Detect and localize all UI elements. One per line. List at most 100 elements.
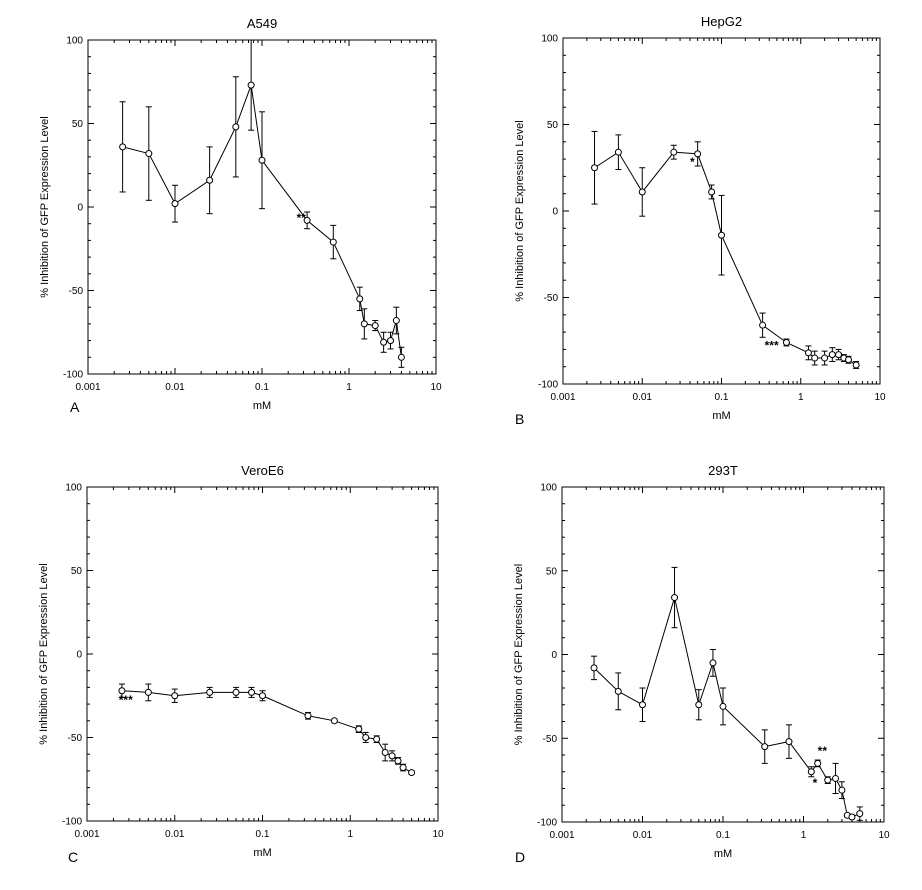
data-point	[206, 176, 214, 184]
data-point	[828, 351, 836, 359]
y-axis-label: % Inhibition of GFP Expression Level	[39, 116, 51, 297]
x-tick-label: 0.001	[75, 382, 100, 393]
data-point	[397, 353, 405, 361]
y-tick-label: 50	[72, 119, 84, 130]
x-tick-label: 1	[346, 382, 352, 393]
x-axis-label: mM	[712, 410, 730, 422]
data-point	[329, 238, 337, 246]
data-point	[671, 594, 679, 602]
x-tick-label: 1	[801, 830, 807, 841]
data-point	[694, 150, 702, 158]
data-point	[171, 200, 179, 208]
data-point	[259, 692, 266, 700]
data-point	[371, 322, 379, 330]
x-axis-label: mM	[253, 400, 271, 412]
data-point	[330, 717, 338, 725]
data-point	[670, 148, 678, 156]
data-point	[394, 757, 402, 765]
y-tick-label: -100	[537, 818, 557, 829]
y-tick-label: 100	[540, 483, 557, 494]
data-point	[852, 361, 860, 369]
y-tick-label: 50	[71, 566, 83, 577]
data-point	[258, 156, 266, 164]
significance-annotation: *	[813, 776, 818, 790]
series-1	[590, 566, 864, 821]
panel-letter: B	[515, 411, 524, 427]
data-point	[638, 188, 646, 196]
data-point	[206, 688, 214, 696]
data-point	[785, 738, 793, 746]
data-point	[856, 810, 864, 818]
data-point	[373, 735, 381, 743]
y-tick-label: 0	[552, 207, 558, 218]
chart-title: 293T	[708, 463, 738, 478]
data-point	[381, 749, 389, 757]
data-point	[708, 188, 716, 196]
x-tick-label: 10	[430, 382, 442, 393]
data-point	[303, 216, 311, 224]
data-point	[811, 354, 819, 362]
data-point	[380, 338, 388, 346]
data-point	[145, 150, 153, 158]
chart-panel-3: VeroE6 0.001 0.01 0.1 1 10 -100 -50 0 50 100 mM % In…	[38, 463, 444, 865]
y-tick-label: -50	[69, 286, 84, 297]
series-1	[118, 683, 416, 777]
data-point	[832, 774, 840, 782]
series-line	[594, 151, 857, 366]
y-tick-label: 0	[77, 203, 83, 214]
series-line	[121, 690, 412, 774]
data-point	[232, 123, 240, 131]
y-tick-label: -100	[538, 380, 558, 391]
data-point	[387, 337, 395, 345]
significance-annotation: **	[818, 744, 828, 758]
x-tick-label: 0.1	[715, 392, 729, 403]
y-tick-label: 0	[76, 650, 82, 661]
x-tick-label: 1	[798, 392, 804, 403]
significance-annotation: **	[297, 211, 307, 225]
x-tick-label: 0.1	[255, 382, 269, 393]
data-point	[388, 752, 396, 760]
data-point	[614, 148, 622, 156]
series-line	[593, 595, 860, 818]
data-point	[824, 776, 832, 784]
data-point	[782, 338, 790, 346]
x-tick-label: 1	[347, 829, 353, 840]
y-tick-label: 50	[547, 120, 559, 131]
significance-annotation: ***	[119, 693, 133, 707]
data-point	[304, 712, 312, 720]
series-line	[122, 84, 402, 358]
y-tick-label: 0	[551, 650, 557, 661]
data-point	[844, 356, 852, 364]
y-tick-label: -100	[63, 370, 83, 381]
data-point	[695, 701, 703, 709]
chart-panel-2: HepG2 0.001 0.01 0.1 1 10 -100 -50 0 50 100 mM % Inh…	[514, 14, 886, 427]
x-tick-label: 10	[874, 392, 886, 403]
x-tick-label: 0.01	[633, 830, 653, 841]
data-point	[362, 734, 370, 741]
series-1	[119, 39, 405, 368]
significance-annotation: *	[690, 155, 695, 169]
y-tick-label: -50	[543, 734, 558, 745]
y-tick-label: 100	[65, 483, 82, 494]
data-point	[356, 295, 364, 303]
x-axis-label: mM	[253, 847, 271, 859]
data-point	[709, 659, 717, 667]
x-tick-label: 0.001	[549, 830, 574, 841]
x-axis-label: mM	[714, 848, 732, 860]
data-point	[392, 317, 400, 325]
data-point	[759, 321, 767, 329]
data-point	[838, 786, 846, 794]
y-tick-label: -50	[68, 733, 83, 744]
x-tick-label: 0.001	[550, 392, 575, 403]
data-point	[718, 231, 725, 239]
chart-title: VeroE6	[241, 463, 284, 478]
y-axis-label: % Inhibition of GFP Expression Level	[38, 563, 50, 744]
data-point	[761, 743, 769, 751]
panel-letter: C	[68, 849, 78, 865]
data-point	[248, 688, 256, 696]
y-axis-label: % Inhibition of GFP Expression Level	[514, 120, 526, 301]
y-tick-label: 50	[546, 566, 558, 577]
data-point	[360, 320, 368, 328]
x-tick-label: 0.01	[165, 829, 185, 840]
